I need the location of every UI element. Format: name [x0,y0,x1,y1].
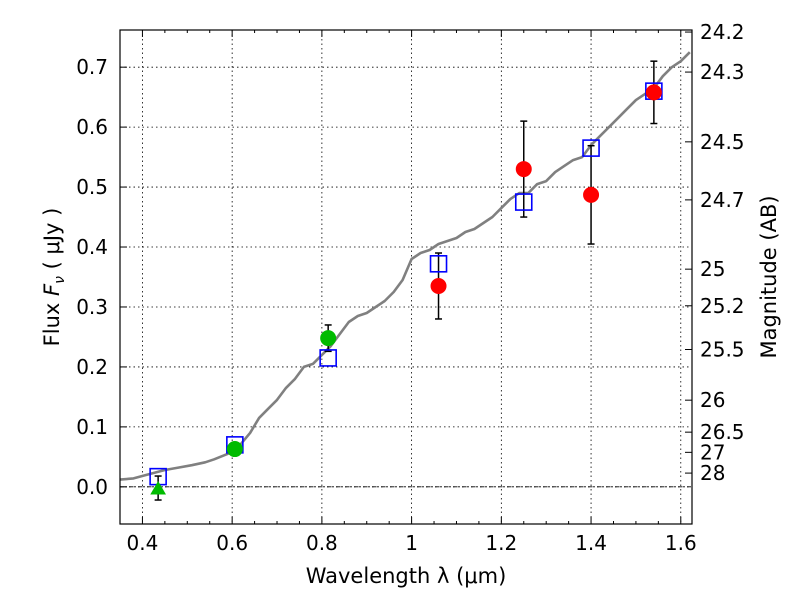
spectrum-layer [119,51,691,481]
model-photometry-point [319,349,337,367]
model-photometry-point [582,139,600,157]
plot-frame [119,29,693,525]
y-axis-title-prefix: Flux [40,296,64,346]
measured-flux-point [320,330,337,347]
x-tick-label: 1.6 [665,531,697,555]
y2-tick-label: 25 [700,257,725,281]
upper-limit-point [150,481,167,495]
axis-ticks [119,30,692,524]
spectrum-line [119,51,691,481]
x-tick-label: 0.4 [127,531,159,555]
x-tick-label: 1.4 [575,531,607,555]
y2-tick-label: 24.3 [700,60,745,84]
marker-layer [149,82,663,495]
y2-tick-label: 28 [700,461,725,485]
measured-flux-point [430,277,447,294]
y-tick-label: 0.5 [76,175,108,199]
y2-tick-label: 24.2 [700,20,745,44]
y-tick-label: 0.6 [76,115,108,139]
y2-tick-label: 24.5 [700,130,745,154]
y2-tick-label: 26.5 [700,420,745,444]
y2-tick-label: 26 [700,388,725,412]
y-tick-label: 0.4 [76,235,108,259]
x-tick-label: 1 [405,531,418,555]
y2-tick-label: 24.7 [700,188,745,212]
y-tick-label: 0.0 [76,475,108,499]
y2-axis-title: Magnitude (AB) [757,195,781,358]
y-axis-title: Flux Fν ( μJy ) [40,208,68,347]
y-axis-title-subscript: ν [52,276,68,284]
x-tick-label: 0.8 [306,531,338,555]
x-tick-label: 1.2 [485,531,517,555]
y-axis-title-symbol: F [40,283,64,296]
model-photometry-point [429,255,448,273]
errorbar-layer [154,60,658,501]
model-photometry-point [514,193,533,211]
grid-lines [120,30,692,524]
y2-tick-label: 25.5 [700,337,745,361]
measured-flux-point [515,161,532,178]
measured-flux-point [583,186,600,203]
y-tick-label: 0.1 [76,415,108,439]
y-axis-title-units: ( μJy ) [40,208,64,276]
measured-flux-point [645,84,662,101]
tick-labels: 0.4 0.6 0.8 1 1.2 1.4 1.6 0.0 0.1 0.2 0.3 0.4 0.5 0.6… [76,20,744,555]
y-tick-label: 0.7 [76,55,108,79]
x-axis-title: Wavelength λ (μm) [306,564,507,588]
y-tick-label: 0.2 [76,355,108,379]
measured-flux-point [226,441,243,458]
y-tick-label: 0.3 [76,295,108,319]
y2-tick-label: 25.2 [700,294,745,318]
y2-tick-label: 27 [700,440,725,464]
x-tick-label: 0.6 [216,531,248,555]
